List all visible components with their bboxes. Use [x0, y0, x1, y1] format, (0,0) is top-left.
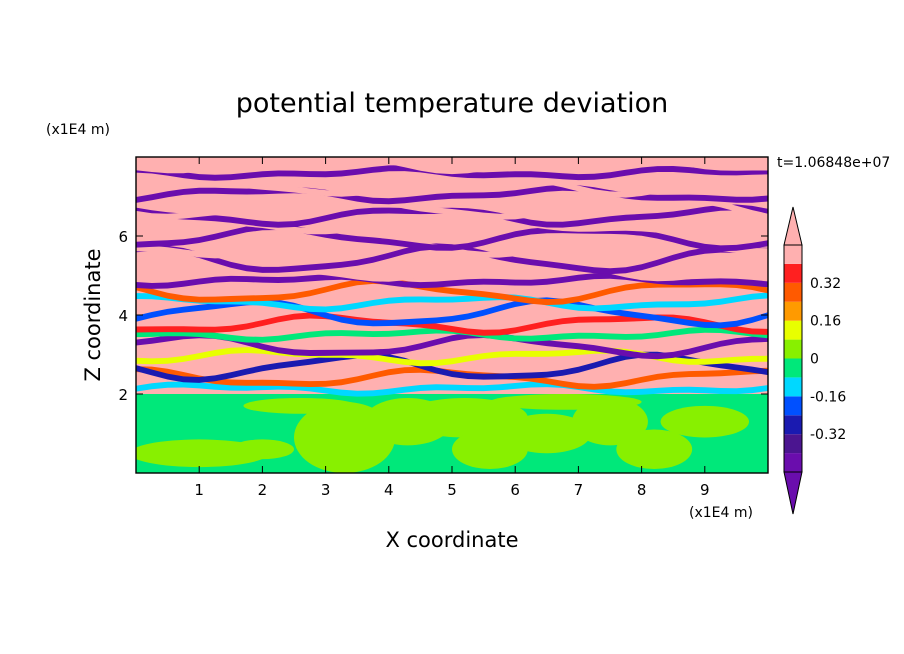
colorbar-swatch	[784, 396, 802, 416]
contour-band	[136, 312, 768, 336]
colorbar-swatch	[784, 434, 802, 454]
colorbar-extend-top	[783, 206, 803, 246]
colorbar-swatch	[784, 320, 802, 340]
colorbar-tick-label: -0.16	[810, 389, 846, 405]
y-tick-label: 2	[118, 386, 128, 404]
x-tick-label: 7	[574, 481, 584, 499]
lower-layer-blob	[572, 397, 648, 446]
x-unit-label: (x1E4 m)	[689, 505, 753, 521]
contour-band	[136, 366, 768, 390]
colorbar-tick-label: 0.32	[810, 276, 841, 292]
colorbar-swatch	[784, 263, 802, 283]
contour-band	[136, 204, 768, 228]
x-tick-label: 5	[447, 481, 457, 499]
contour-band	[136, 258, 768, 282]
y-axis-label: Z coordinate	[81, 248, 105, 381]
contour-band	[136, 219, 768, 235]
colorbar-tick-label: 0	[810, 352, 819, 368]
y-unit-label: (x1E4 m)	[46, 122, 110, 138]
colorbar-extend-bottom	[783, 471, 803, 515]
y-axis: 2 4 6	[118, 228, 768, 404]
time-label: t=1.06848e+07	[777, 155, 890, 171]
colorbar-swatch	[784, 358, 802, 378]
contour-band	[136, 157, 768, 175]
colorbar-swatch	[784, 377, 802, 397]
colorbar-swatch	[784, 282, 802, 302]
contour-band	[136, 326, 768, 343]
lower-layer-blob	[401, 397, 528, 438]
x-tick-label: 3	[321, 481, 331, 499]
contour-band	[136, 351, 768, 383]
x-tick-label: 9	[700, 481, 710, 499]
x-axis-label: X coordinate	[385, 528, 518, 552]
lower-layer-blob	[660, 405, 750, 438]
contour-band	[136, 277, 768, 306]
lower-layer-blob	[502, 413, 592, 454]
lower-layer-blob	[616, 429, 693, 470]
colorbar-tick-label: -0.32	[810, 427, 846, 443]
x-tick-label: 8	[637, 481, 647, 499]
chart-title: potential temperature deviation	[236, 88, 668, 119]
contour-band	[136, 272, 768, 289]
y-tick-label: 6	[118, 228, 128, 246]
colorbar: -0.32 -0.16 0 0.16 0.32	[783, 206, 846, 515]
colorbar-swatch	[784, 301, 802, 321]
colorbar-swatch	[784, 339, 802, 359]
contour-band	[136, 332, 768, 360]
colorbar-swatch	[784, 245, 802, 264]
colorbar-swatch	[784, 453, 802, 472]
contour-band	[136, 292, 768, 313]
x-tick-label: 2	[258, 481, 268, 499]
x-tick-label: 1	[194, 481, 204, 499]
x-tick-label: 4	[384, 481, 394, 499]
y-tick-label: 4	[118, 307, 128, 325]
colorbar-tick-label: 0.16	[810, 314, 841, 330]
lower-layer-blob	[243, 397, 358, 414]
colorbar-frame	[783, 244, 803, 473]
contour-band	[136, 169, 768, 198]
colorbar-swatch	[784, 415, 802, 435]
contour-field	[136, 157, 768, 473]
lower-layer-blob	[230, 439, 294, 460]
lower-layer-blob	[489, 394, 642, 410]
contour-band	[136, 243, 768, 275]
x-tick-label: 6	[510, 481, 520, 499]
x-axis: 1 2 3 4 5 6 7 8 9	[194, 157, 710, 499]
